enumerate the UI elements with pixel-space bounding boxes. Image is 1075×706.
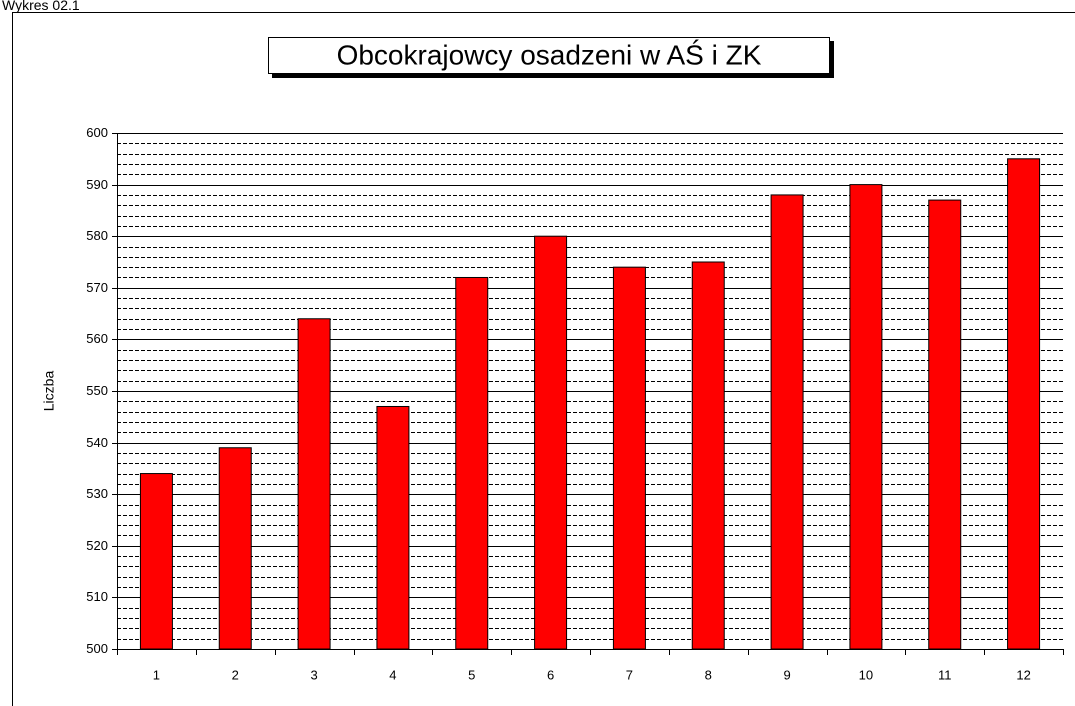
y-tick-label: 590 xyxy=(86,177,108,192)
chart-title: Obcokrajowcy osadzeni w AŚ i ZK xyxy=(337,38,762,70)
title-box xyxy=(268,37,830,74)
bar xyxy=(455,276,489,650)
bar xyxy=(297,318,331,650)
y-tick-label: 520 xyxy=(86,538,108,553)
y-axis-label: Liczba xyxy=(41,371,57,412)
bar xyxy=(534,235,568,650)
bar xyxy=(1007,158,1041,650)
x-tick-label: 7 xyxy=(626,667,633,682)
y-tick-label: 510 xyxy=(86,589,108,604)
x-tick-label: 10 xyxy=(859,667,873,682)
x-tick-label: 12 xyxy=(1016,667,1030,682)
bar xyxy=(139,473,173,650)
bar xyxy=(376,405,410,650)
x-tick-label: 1 xyxy=(153,667,160,682)
y-tick-label: 570 xyxy=(86,280,108,295)
y-tick-label: 600 xyxy=(86,125,108,140)
caption: Wykres 02.1 xyxy=(2,0,80,13)
bar xyxy=(612,266,646,650)
x-tick-label: 3 xyxy=(310,667,317,682)
bar xyxy=(691,261,725,650)
x-tick-label: 6 xyxy=(547,667,554,682)
bar xyxy=(770,194,804,650)
x-tick-label: 4 xyxy=(389,667,396,682)
y-tick-label: 580 xyxy=(86,228,108,243)
x-tick-label: 9 xyxy=(783,667,790,682)
bar xyxy=(218,447,252,650)
y-tick-label: 560 xyxy=(86,331,108,346)
y-tick-label: 550 xyxy=(86,383,108,398)
x-tick-label: 11 xyxy=(938,667,952,682)
y-tick-label: 500 xyxy=(86,641,108,656)
bar xyxy=(928,199,962,650)
bar xyxy=(849,184,883,650)
x-tick-label: 5 xyxy=(468,667,475,682)
y-tick-label: 540 xyxy=(86,435,108,450)
x-tick-label: 2 xyxy=(232,667,239,682)
x-tick-label: 8 xyxy=(705,667,712,682)
y-tick-label: 530 xyxy=(86,486,108,501)
